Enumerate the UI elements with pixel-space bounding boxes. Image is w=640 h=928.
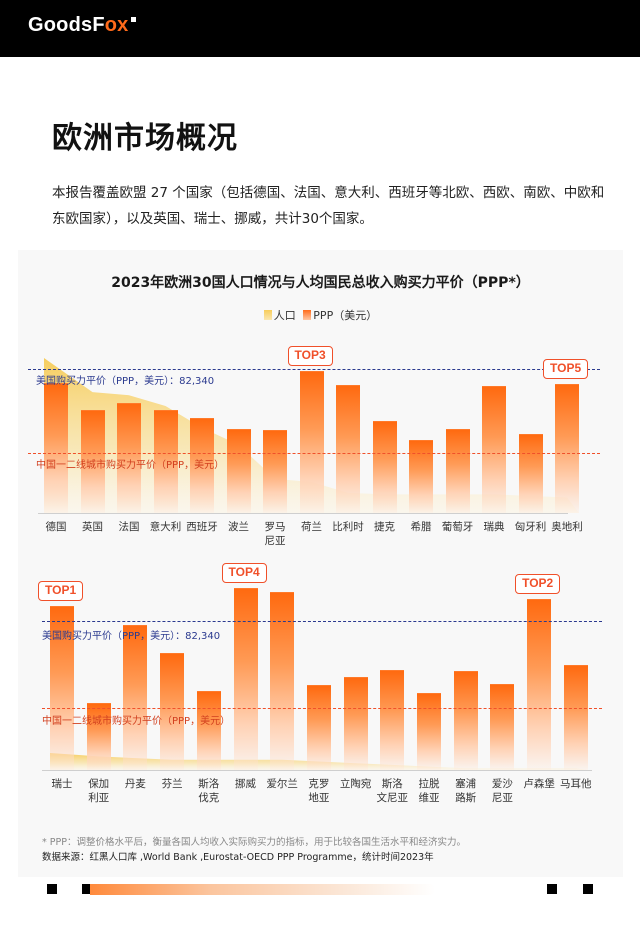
ppp-bar [196,690,221,770]
ppp-bar [50,606,74,770]
ppp-bar [117,402,141,513]
x-axis-label: 波兰 [228,521,249,533]
intro-paragraph: 本报告覆盖欧盟 27 个国家（包括德国、法国、意大利、西班牙等北欧、西欧、南欧、… [52,185,605,227]
legend-ppp-swatch [303,310,312,320]
x-axis-label: 塞浦 路斯 [455,778,477,804]
x-axis-label: 奥地利 [551,521,583,533]
ppp-bar [263,429,287,513]
top-rank-badge: TOP4 [221,562,267,583]
china-ppp-label: 中国一二线城市购买力平价（PPP，美元） [42,716,231,727]
x-axis-label: 斯洛 文尼亚 [376,778,409,804]
ppp-bar [190,418,214,513]
x-axis-label: 英国 [82,521,103,533]
ppp-bar [372,421,397,513]
us-ppp-label: 美国购买力平价（PPP，美元）：82,340 [36,376,215,387]
x-axis-label: 希腊 [410,521,432,533]
x-axis-label: 芬兰 [161,778,183,790]
x-axis-label: 拉脱 维亚 [418,778,440,804]
legend-population-swatch [263,310,272,320]
data-source: 数据来源：红黑人口库 ,World Bank ,Eurostat-OECD PP… [42,852,434,863]
ppp-bar [445,429,470,513]
ppp-bar [80,409,105,513]
ppp-bar [343,676,368,770]
x-axis-label: 克罗 地亚 [308,778,330,804]
china-ppp-reference-line [42,707,602,709]
chart-title: 2023年欧洲30国人口情况与人均国民总收入购买力平价（PPP*） [111,275,530,291]
x-axis-label: 瑞典 [483,521,505,533]
ppp-bar [453,671,478,770]
ppp-bar [233,587,258,770]
x-axis-label: 德国 [45,521,67,533]
top-rank-badge: TOP2 [515,573,561,594]
x-axis-label: 保加 利亚 [88,778,110,804]
population-area [44,358,579,513]
x-axis-label: 斯洛 伐克 [198,778,220,804]
ppp-bar [563,665,588,770]
x-axis-line [42,770,592,771]
ppp-bar [306,684,331,770]
x-axis-label: 瑞士 [51,778,73,790]
x-axis-label: 丹麦 [124,778,146,790]
ppp-bar [123,625,148,770]
legend-population-label: 人口 [273,309,296,322]
china-ppp-reference-line [28,453,600,454]
ppp-bar [490,684,515,770]
x-axis-label: 马耳他 [560,778,592,790]
top-rank-badge: TOP3 [287,345,333,366]
footnote: * PPP：调整价格水平后，衡量各国人均收入实际购买力的指标，用于比较各国生活水… [42,835,466,865]
chart-card: 2023年欧洲30国人口情况与人均国民总收入购买力平价（PPP*） 人口 PPP… [18,250,623,877]
x-axis-label: 比利时 [332,521,364,533]
top-bar: GoodsFox [0,0,640,57]
top-rank-badge: TOP5 [543,358,589,379]
x-axis-label: 挪威 [235,778,256,790]
ppp-bar [336,384,360,513]
deco-square [547,884,557,894]
ppp-bar [86,703,111,770]
deco-square [583,884,593,894]
ppp-bar [417,693,441,770]
china-ppp-label: 中国一二线城市购买力平价（PPP，美元） [36,460,225,471]
x-axis-label: 意大利 [149,521,182,533]
ppp-bar [226,429,251,513]
ppp-bar [270,591,295,770]
ppp-bar [299,370,324,513]
us-ppp-label: 美国购买力平价（PPP，美元）：82,340 [42,631,221,642]
x-axis-line [38,513,568,514]
goodsfox-logo: GoodsFox [28,14,136,37]
ppp-footnote: * PPP：调整价格水平后，衡量各国人均收入实际购买力的指标，用于比较各国生活水… [42,837,466,848]
ppp-bar [380,669,405,770]
page-title: 欧洲市场概况 [52,121,238,156]
deco-square [82,884,92,894]
chart-legend: 人口 PPP（美元） [18,307,623,323]
ppp-bar [482,386,506,513]
us-ppp-reference-line [42,621,602,622]
ppp-bar [409,440,433,513]
ppp-bar [153,409,178,513]
x-axis-label: 卢森堡 [523,778,555,790]
top-rank-badge: TOP1 [38,581,84,602]
deco-gradient-bar [90,884,435,895]
x-axis-label: 立陶宛 [339,778,372,790]
x-axis-label: 法国 [118,521,140,533]
x-axis-label: 爱尔兰 [266,778,298,790]
chart-bottom: 美国购买力平价（PPP，美元）：82,340 中国一二线城市购买力平价（PPP，美… [18,562,623,815]
chart-top: 美国购买力平价（PPP，美元）：82,340 中国一二线城市购买力平价（PPP，美… [18,340,623,550]
legend-ppp-label: PPP（美元） [313,309,378,322]
ppp-bar [160,652,185,770]
x-axis-label: 捷克 [374,521,395,533]
x-axis-label: 西班牙 [186,521,218,533]
ppp-bar [527,598,552,770]
ppp-bar [555,383,579,513]
ppp-bar [44,383,68,513]
us-ppp-reference-line [28,369,600,370]
ppp-bar [518,433,543,513]
x-axis-label: 爱沙 尼亚 [491,778,513,804]
x-axis-label: 葡萄牙 [441,521,474,533]
deco-square [47,884,57,894]
x-axis-label: 荷兰 [301,521,322,533]
x-axis-label: 匈牙利 [514,521,547,533]
x-axis-label: 罗马 尼亚 [264,521,286,547]
